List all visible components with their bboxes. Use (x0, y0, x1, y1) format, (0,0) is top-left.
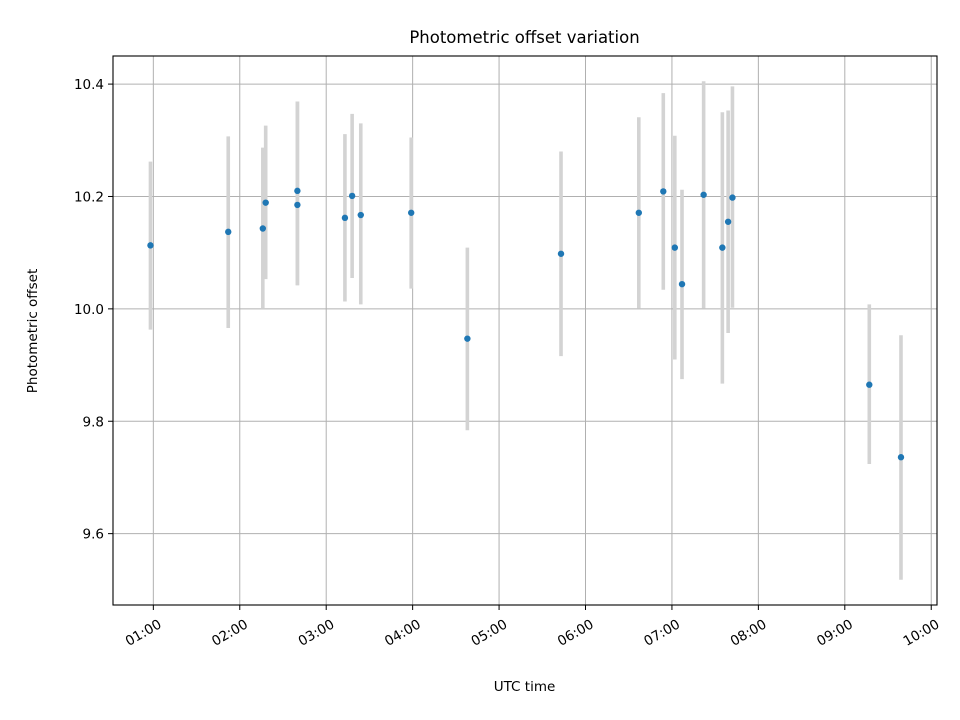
data-point (407, 209, 415, 216)
x-tick-label: 10:00 (901, 616, 943, 649)
data-point (294, 187, 301, 195)
data-point (671, 244, 679, 251)
data-point (225, 228, 232, 236)
data-point (262, 199, 269, 206)
x-tick-label: 06:00 (555, 616, 597, 649)
y-tick-label: 10.0 (74, 302, 104, 318)
x-axis-ticks: 01:00 02:00 03:00 04:00 05:00 06:00 07:00 08:00… (123, 605, 943, 650)
y-axis-label: Photometric offset (25, 269, 41, 393)
data-point (724, 218, 732, 225)
y-axis-ticks: 9.6 9.8 10.0 10.2 10.4 (74, 77, 113, 543)
x-tick-label: 04:00 (382, 616, 424, 649)
data-point (348, 192, 356, 200)
x-tick-label: 08:00 (728, 616, 770, 649)
chart-title: Photometric offset variation (409, 28, 639, 47)
x-tick-label: 07:00 (641, 616, 683, 649)
plot-frame (112, 55, 938, 606)
data-point (464, 335, 471, 342)
data-points (147, 187, 905, 461)
x-tick-label: 01:00 (123, 616, 165, 649)
data-point (557, 250, 565, 257)
grid (113, 56, 937, 605)
x-tick-label: 03:00 (296, 616, 338, 649)
data-point (678, 280, 686, 288)
data-point (147, 242, 154, 249)
data-point (719, 244, 726, 251)
data-point (259, 225, 267, 232)
data-point (866, 381, 873, 388)
data-point (729, 194, 736, 201)
y-tick-label: 9.8 (83, 414, 104, 430)
x-tick-label: 05:00 (468, 616, 510, 649)
y-tick-label: 10.4 (74, 77, 104, 93)
x-axis-label: UTC time (494, 679, 556, 695)
data-point (700, 191, 707, 198)
data-point (897, 454, 905, 461)
data-point (341, 214, 349, 222)
data-point (660, 188, 667, 195)
data-point (294, 201, 301, 209)
y-tick-label: 10.2 (74, 189, 104, 205)
error-bars (148, 81, 903, 580)
x-tick-label: 02:00 (209, 616, 251, 649)
x-tick-label: 09:00 (814, 616, 856, 649)
y-tick-label: 9.6 (83, 527, 104, 543)
data-point (635, 209, 643, 216)
data-point (357, 211, 364, 219)
